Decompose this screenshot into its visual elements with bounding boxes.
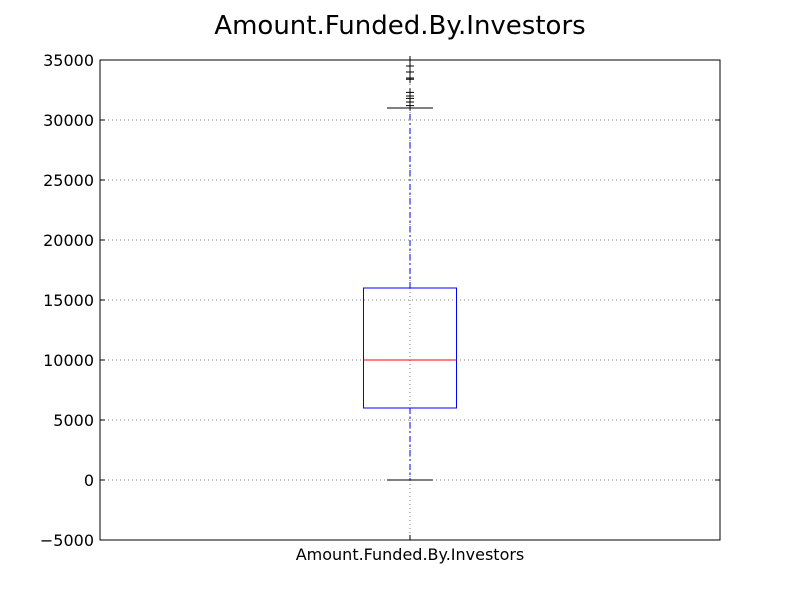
box-group bbox=[363, 56, 457, 481]
y-tick-label: 20000 bbox=[43, 231, 94, 250]
outlier-marker bbox=[406, 88, 414, 97]
y-tick-label: 25000 bbox=[43, 171, 94, 190]
x-tick-label: Amount.Funded.By.Investors bbox=[296, 545, 525, 564]
chart-title: Amount.Funded.By.Investors bbox=[214, 11, 585, 41]
y-tick-label: 30000 bbox=[43, 111, 94, 130]
y-tick-label: 5000 bbox=[53, 411, 94, 430]
box-series bbox=[363, 56, 457, 481]
y-tick-label: 15000 bbox=[43, 291, 94, 310]
y-axis-ticks: −5000 0 5000 10000 15000 20000 25000 30000 35000 bbox=[40, 51, 720, 550]
y-tick-label: 0 bbox=[84, 471, 94, 490]
iqr-box bbox=[363, 287, 457, 409]
y-tick-label: 10000 bbox=[43, 351, 94, 370]
y-tick-label: −5000 bbox=[40, 531, 94, 550]
plot-area-frame bbox=[99, 59, 721, 541]
y-tick-label: 35000 bbox=[43, 51, 94, 70]
